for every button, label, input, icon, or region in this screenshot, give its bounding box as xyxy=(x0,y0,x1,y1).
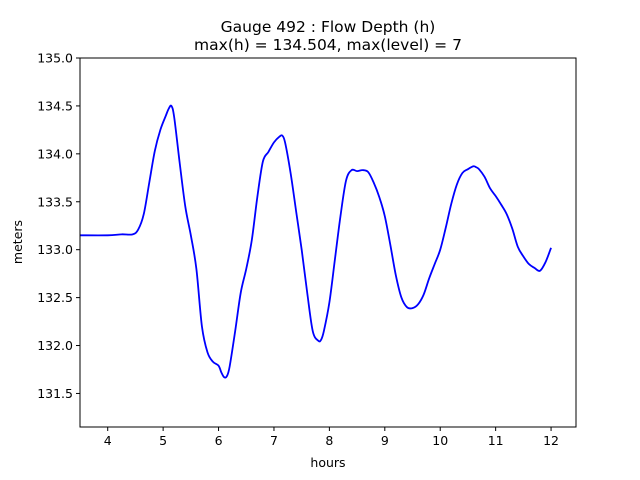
y-tick-label: 135.0 xyxy=(37,51,73,66)
y-tick-label: 133.5 xyxy=(37,194,73,209)
chart-title-line1: Gauge 492 : Flow Depth (h) xyxy=(221,18,436,36)
x-tick-label: 9 xyxy=(381,433,389,448)
y-tick-label: 132.0 xyxy=(37,338,73,353)
flow-depth-line xyxy=(80,104,552,379)
y-axis-label: meters xyxy=(10,220,25,264)
plot-series xyxy=(80,104,552,379)
x-tick-label: 7 xyxy=(270,433,278,448)
y-tick-label: 134.0 xyxy=(37,146,73,161)
x-tick-label: 5 xyxy=(159,433,167,448)
x-tick-label: 10 xyxy=(432,433,448,448)
y-tick-label: 131.5 xyxy=(37,386,73,401)
x-tick-label: 6 xyxy=(215,433,223,448)
plot-frame xyxy=(79,57,577,428)
x-tick-label: 8 xyxy=(325,433,333,448)
y-tick-label: 134.5 xyxy=(37,98,73,113)
x-tick-label: 4 xyxy=(104,433,112,448)
y-tick-label: 133.0 xyxy=(37,242,73,257)
axis-ticks: 4 5 6 7 8 9 10 11 12 131.5 132.0 132.5 133.0 133.5 134… xyxy=(37,51,559,449)
x-tick-label: 12 xyxy=(543,433,559,448)
x-tick-label: 11 xyxy=(488,433,504,448)
chart-title-line2: max(h) = 134.504, max(level) = 7 xyxy=(194,36,462,54)
y-tick-label: 132.5 xyxy=(37,290,73,305)
x-axis-label: hours xyxy=(310,455,345,470)
